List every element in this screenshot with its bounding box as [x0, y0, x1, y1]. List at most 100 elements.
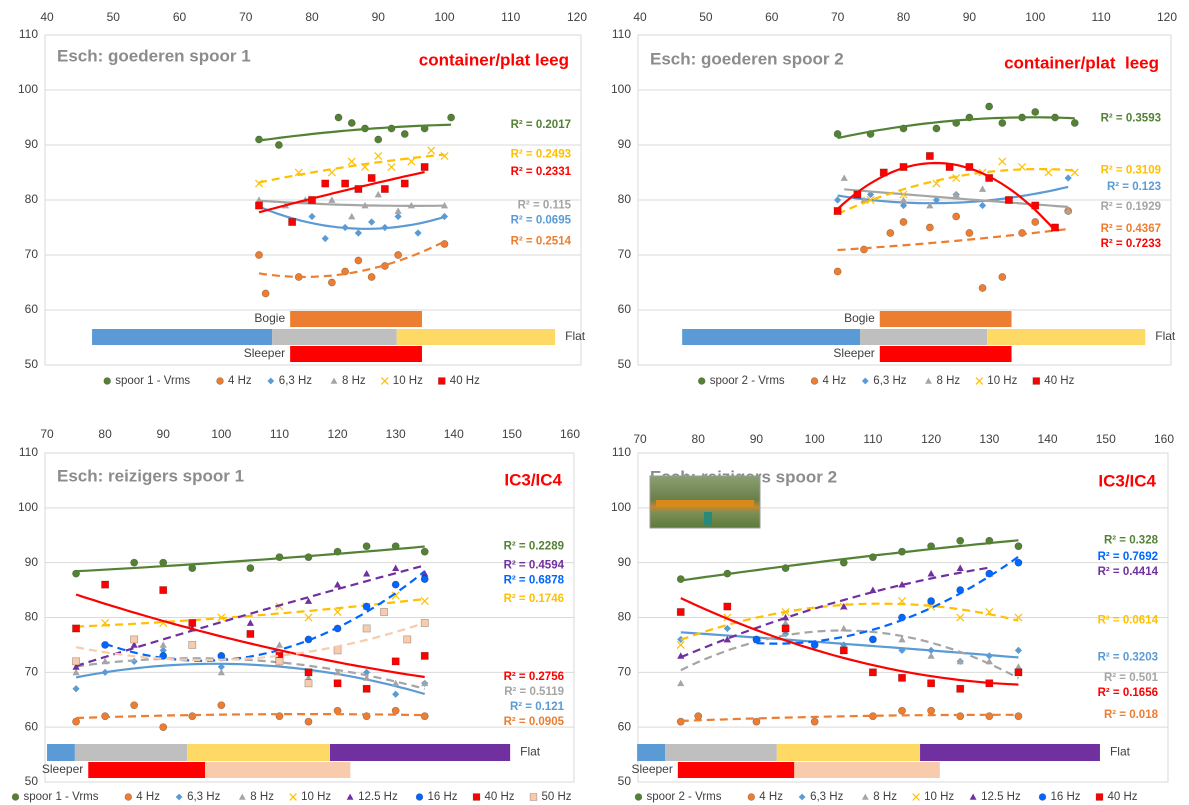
point [380, 608, 388, 616]
point [72, 668, 80, 676]
range-band [74, 744, 188, 761]
x-tick-label: 60 [765, 10, 779, 24]
point [898, 646, 906, 654]
y-tick-label: 70 [618, 665, 632, 679]
point [72, 717, 80, 726]
point [932, 124, 941, 133]
range-band [879, 311, 1012, 327]
point [354, 229, 362, 237]
legend-label: 40 Hz [485, 791, 515, 803]
x-tick-label: 70 [239, 10, 253, 24]
trend-line [837, 116, 1075, 140]
x-tick-label: 40 [633, 10, 647, 24]
r2-label: R² = 0.3109 [1101, 165, 1161, 177]
point [72, 685, 80, 693]
point [420, 547, 429, 556]
chart-title: Esch: goederen spoor 2 [650, 49, 844, 68]
point [781, 624, 790, 633]
y-tick-label: 60 [618, 302, 632, 316]
point [834, 196, 842, 204]
legend-label: spoor 2 - Vrms [710, 375, 785, 387]
point [927, 597, 936, 605]
x-tick-label: 50 [107, 10, 121, 24]
point [1014, 668, 1023, 677]
trend-line [75, 621, 426, 662]
point [334, 113, 343, 122]
x-tick-label: 150 [1096, 432, 1116, 446]
legend-marker [975, 377, 984, 385]
point [159, 586, 168, 594]
point [998, 273, 1007, 281]
point [362, 602, 371, 611]
x-tick-label: 80 [897, 10, 911, 24]
chart-tag: container/plat leeg [419, 50, 569, 69]
point [1014, 558, 1023, 567]
legend-label: 40 Hz [1108, 791, 1138, 803]
point [886, 229, 895, 237]
point [420, 575, 429, 584]
point [956, 536, 965, 545]
point [333, 668, 342, 676]
legend-label: 8 Hz [342, 375, 366, 387]
point [998, 119, 1007, 127]
band-label: Flat [1110, 745, 1131, 759]
legend-marker [289, 793, 297, 801]
legend-label: 8 Hz [873, 791, 897, 803]
point [392, 564, 400, 572]
legend-label: 8 Hz [937, 375, 961, 387]
y-tick-label: 110 [612, 445, 631, 459]
point [869, 586, 877, 593]
legend-label: 6,3 Hz [187, 791, 220, 803]
legend-label: 40 Hz [450, 375, 480, 387]
point [130, 558, 139, 567]
legend-marker [216, 377, 224, 385]
r2-label: R² = 0.121 [510, 701, 565, 713]
point [927, 570, 935, 577]
point [752, 635, 761, 644]
r2-label: R² = 0.3203 [1098, 651, 1158, 663]
r2-label: R² = 0.2493 [511, 149, 571, 161]
point [304, 668, 313, 677]
point [952, 190, 960, 198]
legend-label: 40 Hz [1044, 375, 1074, 387]
point [304, 679, 313, 688]
legend-label: spoor 1 - Vrms [115, 375, 190, 387]
point [694, 712, 703, 721]
trend-line [680, 566, 990, 659]
point [392, 679, 400, 687]
x-tick-label: 120 [567, 10, 587, 24]
trend-line [756, 555, 1020, 645]
point [304, 597, 313, 604]
x-tick-label: 110 [501, 10, 520, 24]
point [394, 207, 402, 214]
trend-line [258, 123, 452, 142]
point [1031, 108, 1040, 116]
point [400, 179, 409, 188]
legend-marker [103, 377, 111, 385]
point [427, 146, 436, 155]
x-tick-label: 60 [173, 10, 187, 24]
legend-marker [529, 793, 538, 801]
point [255, 201, 263, 210]
point [440, 151, 449, 161]
r2-label: R² = 0.4367 [1101, 223, 1161, 235]
point [374, 190, 382, 198]
range-band [920, 744, 1100, 761]
y-tick-label: 100 [611, 82, 631, 96]
point [391, 591, 400, 600]
range-band [396, 329, 556, 345]
point [1014, 646, 1023, 654]
legend-label: 4 Hz [136, 791, 160, 803]
point [304, 717, 313, 726]
legend-label: 12.5 Hz [981, 791, 1021, 803]
point [304, 613, 313, 622]
band-label: Sleeper [631, 762, 672, 776]
x-tick-label: 110 [1092, 10, 1111, 24]
point [159, 723, 168, 732]
point [899, 218, 908, 226]
legend-label: spoor 1 - Vrms [24, 791, 99, 803]
point [956, 684, 965, 693]
point [217, 668, 225, 676]
point [217, 663, 225, 671]
point [363, 570, 371, 577]
